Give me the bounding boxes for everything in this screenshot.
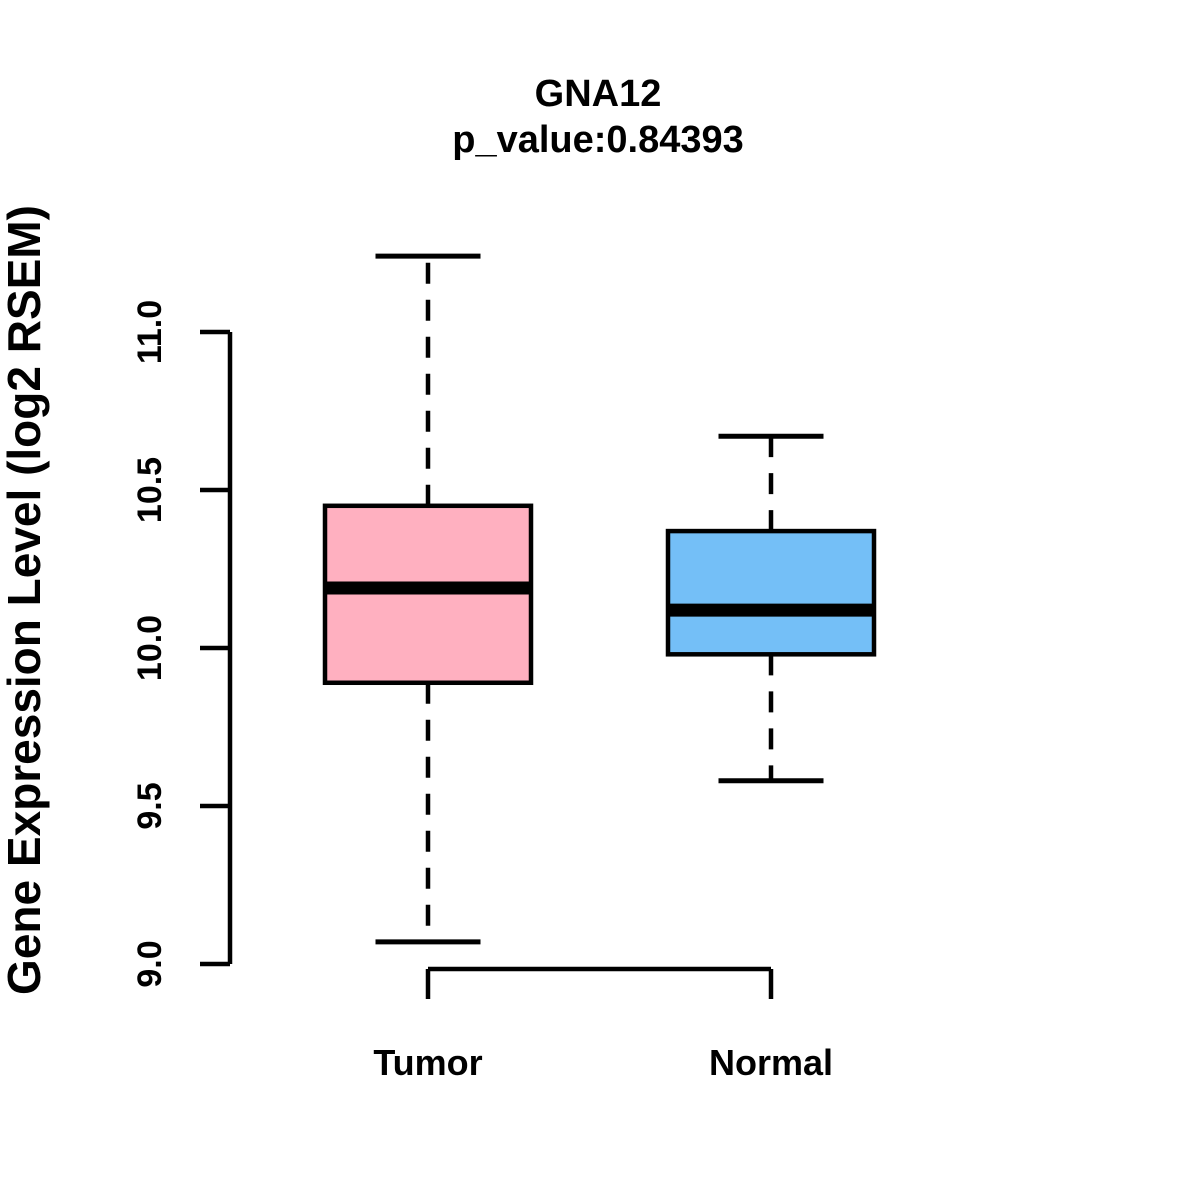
y-tick-label: 11.0 xyxy=(131,300,169,364)
y-tick-label: 10.0 xyxy=(131,615,169,681)
category-label-normal: Normal xyxy=(709,1042,833,1083)
category-label-tumor: Tumor xyxy=(373,1042,482,1083)
plot-area: 9.0 9.5 10.0 10.5 11.0 Tumor Normal xyxy=(131,253,877,1083)
chart-title: GNA12 xyxy=(535,73,662,115)
y-tick-label: 10.5 xyxy=(131,457,169,523)
y-tick-label: 9.0 xyxy=(131,940,169,987)
normal-box xyxy=(665,528,877,657)
y-tick-label: 9.5 xyxy=(131,782,169,829)
chart-subtitle: p_value:0.84393 xyxy=(452,119,744,161)
y-axis-label: Gene Expression Level (log2 RSEM) xyxy=(0,205,50,995)
